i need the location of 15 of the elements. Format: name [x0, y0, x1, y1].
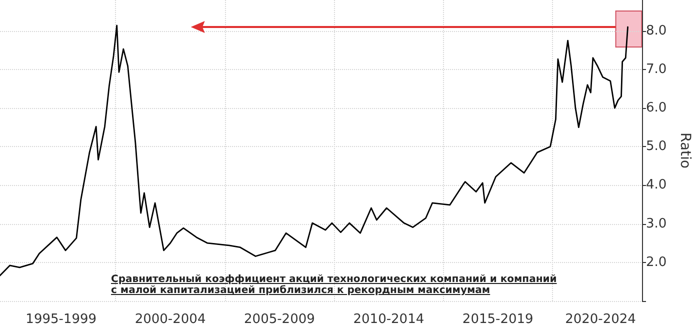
- y-tick-label: 8.0: [646, 23, 667, 38]
- y-tick-label: 5.0: [646, 139, 667, 154]
- y-tick-label: 4.0: [646, 178, 667, 193]
- annotation: Сравнительный коэффициент акций технологических компаний и компаний с малой капитализацией приблизился к рекордным максимумам: [111, 274, 558, 296]
- y-tick-label: 2.0: [646, 254, 667, 270]
- y-tick-label: 7.0: [646, 62, 667, 77]
- x-tick-label: 1995-1999: [26, 312, 97, 327]
- y-axis-title: Ratio: [677, 132, 693, 168]
- y-tick-label: 3.0: [646, 216, 667, 232]
- x-tick-label: 2005-2009: [244, 312, 315, 327]
- y-tick-label: 6.0: [646, 100, 667, 116]
- x-tick-label: 2000-2004: [134, 312, 206, 327]
- x-tick-label: 2010-2014: [353, 312, 424, 327]
- x-tick-label: 2020-2024: [565, 312, 636, 327]
- x-tick-label: 2015-2019: [462, 312, 534, 327]
